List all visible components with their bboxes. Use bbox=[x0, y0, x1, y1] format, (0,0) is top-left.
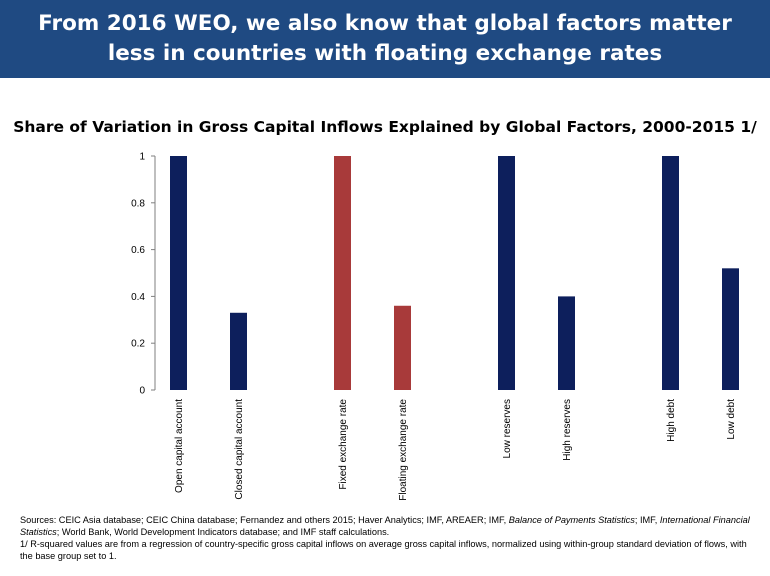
bar bbox=[394, 305, 411, 390]
x-tick-label: High reserves bbox=[562, 399, 573, 461]
bar bbox=[558, 296, 575, 390]
y-tick-label: 0 bbox=[139, 386, 145, 397]
x-axis-labels: Open capital account Closed capital accou… bbox=[174, 399, 737, 501]
bar bbox=[170, 156, 187, 390]
sources-italic-ifs: International Financial Statistics bbox=[20, 515, 750, 537]
bar bbox=[230, 312, 247, 390]
sources-text: Sources: CEIC Asia database; CEIC China … bbox=[20, 515, 509, 525]
y-axis: 0 0.2 0.4 0.6 0.8 1 bbox=[131, 152, 156, 397]
slide-title: From 2016 WEO, we also know that global … bbox=[38, 11, 732, 66]
y-tick-label: 0.8 bbox=[131, 198, 145, 209]
bar bbox=[662, 156, 679, 390]
y-tick-label: 0.2 bbox=[131, 339, 145, 350]
bar bbox=[334, 156, 351, 390]
y-tick-label: 0.6 bbox=[131, 245, 145, 256]
bar bbox=[498, 156, 515, 390]
sources-text-mid: ; IMF, bbox=[634, 515, 660, 525]
sources-italic-bop: Balance of Payments Statistics bbox=[508, 515, 635, 525]
sources-text-tail: ; World Bank, World Development Indicato… bbox=[56, 527, 390, 537]
x-tick-label: Floating exchange rate bbox=[398, 399, 409, 501]
x-tick-label: High debt bbox=[666, 399, 677, 442]
bars bbox=[170, 156, 739, 390]
x-tick-label: Fixed exchange rate bbox=[338, 399, 349, 490]
y-tick-label: 0.4 bbox=[131, 292, 145, 303]
regression-note: 1/ R-squared values are from a regressio… bbox=[20, 539, 747, 561]
chart-title: Share of Variation in Gross Capital Infl… bbox=[13, 118, 757, 136]
x-tick-label: Low debt bbox=[726, 399, 737, 440]
sources-note: Sources: CEIC Asia database; CEIC China … bbox=[20, 514, 750, 538]
bar bbox=[722, 268, 739, 390]
x-tick-label: Low reserves bbox=[502, 399, 513, 458]
x-tick-label: Closed capital account bbox=[234, 399, 245, 500]
footnotes: Sources: CEIC Asia database; CEIC China … bbox=[20, 514, 750, 562]
y-tick-label: 1 bbox=[139, 152, 145, 163]
x-tick-label: Open capital account bbox=[174, 399, 185, 493]
slide-header: From 2016 WEO, we also know that global … bbox=[0, 0, 770, 78]
